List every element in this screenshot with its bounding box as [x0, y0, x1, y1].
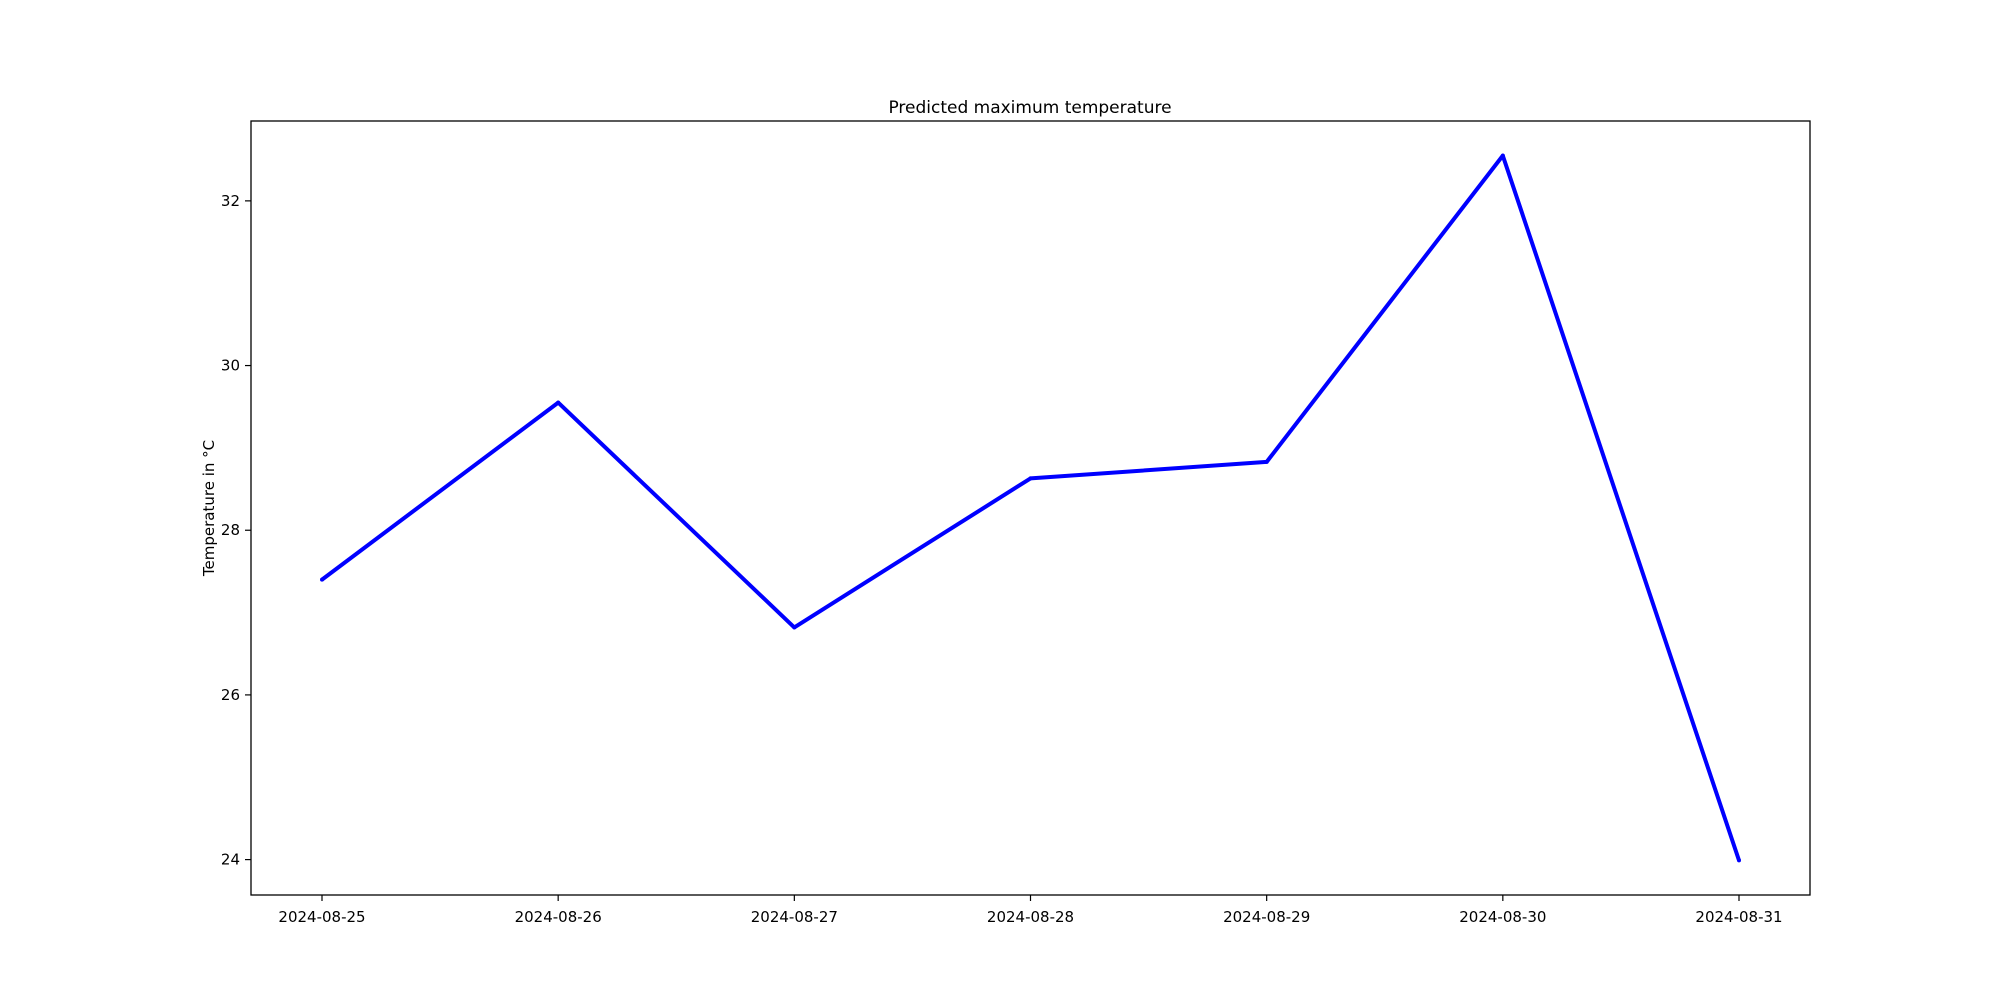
y-tick-label: 26 [221, 686, 240, 704]
data-point [320, 577, 324, 582]
chart-title: Predicted maximum temperature [888, 98, 1171, 118]
y-tick-label: 32 [221, 192, 240, 210]
data-point [1737, 858, 1741, 863]
y-axis-ticks: 24 26 28 30 32 [221, 192, 251, 869]
x-tick-label: 2024-08-28 [987, 908, 1074, 926]
x-tick-label: 2024-08-26 [515, 908, 602, 926]
x-tick-label: 2024-08-27 [751, 908, 838, 926]
y-tick-label: 30 [221, 357, 240, 375]
y-tick-label: 24 [221, 851, 240, 869]
plot-area [320, 153, 1741, 863]
y-axis-label: Temperature in °C [200, 440, 218, 577]
data-point [792, 625, 797, 630]
data-point [1500, 153, 1505, 158]
x-tick-label: 2024-08-29 [1223, 908, 1310, 926]
x-tick-label: 2024-08-31 [1695, 908, 1782, 926]
x-axis-ticks: 2024-08-25 2024-08-26 2024-08-27 2024-08-28… [278, 895, 1783, 926]
x-tick-label: 2024-08-30 [1459, 908, 1546, 926]
x-tick-label: 2024-08-25 [278, 908, 365, 926]
y-tick-label: 28 [221, 521, 240, 539]
data-point [1028, 476, 1033, 481]
data-point [1264, 459, 1269, 464]
data-point [556, 400, 561, 405]
